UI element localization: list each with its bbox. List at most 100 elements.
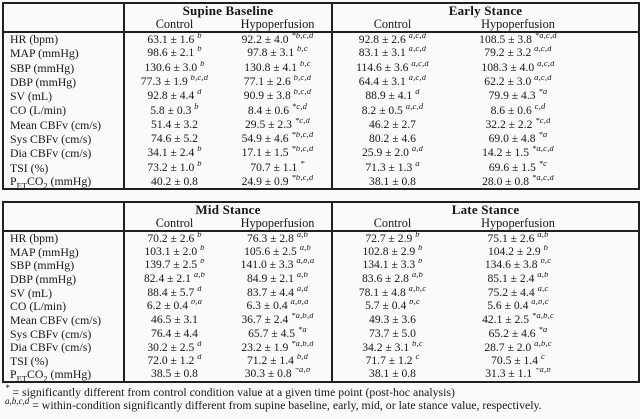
value-cell: 92.8 ± 4.4 d bbox=[124, 89, 224, 103]
significance-superscript: *a bbox=[538, 132, 548, 140]
row-label: DBP (mmHg) bbox=[3, 272, 125, 287]
filler-cell bbox=[584, 132, 639, 146]
significance-superscript: b bbox=[197, 46, 202, 54]
table-row: TSI (%) 72.0 ± 1.2 d 71.2 ± 1.4 b,d 71.7 ± … bbox=[3, 354, 639, 369]
table-row: Mean CBFv (cm/s) 46.5 ± 3.1 36.7 ± 2.4 *a,… bbox=[3, 313, 639, 328]
group-title-early-stance: Early Stance bbox=[448, 3, 523, 18]
significance-superscript: b bbox=[200, 244, 205, 252]
value-cell: 108.5 ± 3.8 *a,c,d bbox=[452, 32, 584, 46]
table-row: PETCO2 (mmHg) 38.5 ± 0.8 30.3 ± 0.8 *a,b 38… bbox=[3, 368, 639, 382]
row-label: DBP (mmHg) bbox=[3, 74, 125, 90]
value-cell: 72.0 ± 1.2 d bbox=[124, 354, 224, 368]
filler-cell bbox=[584, 118, 639, 132]
significance-superscript: b,c bbox=[412, 340, 423, 348]
value-cell: 65.7 ± 4.5 *a bbox=[224, 327, 334, 341]
value-cell: 38.1 ± 0.8 bbox=[369, 368, 416, 381]
value-cell: 130.6 ± 3.0 b bbox=[124, 61, 224, 75]
significance-superscript: *a,c,d bbox=[531, 146, 554, 154]
row-label: HR (bpm) bbox=[3, 32, 125, 47]
value-cell: 23.2 ± 1.9 *a,b,d bbox=[224, 340, 334, 355]
value-cell: 38.5 ± 0.8 bbox=[151, 368, 198, 381]
table-row: SBP (mmHg) 130.6 ± 3.0 b 130.8 ± 4.1 b,c 11… bbox=[3, 60, 639, 75]
value-cell: 40.2 ± 0.8 bbox=[151, 174, 198, 188]
value-cell: 104.2 ± 2.9 b bbox=[452, 245, 584, 259]
significance-superscript: c bbox=[540, 354, 545, 362]
significance-superscript: d bbox=[197, 89, 202, 97]
row-label: HR (bpm) bbox=[3, 231, 125, 245]
value-cell: 24.9 ± 0.9 *b,c,d bbox=[224, 174, 333, 190]
value-cell: 80.2 ± 4.6 bbox=[369, 132, 416, 146]
value-cell: 62.2 ± 3.0 a,c,d bbox=[452, 75, 584, 89]
significance-superscript: a,b,c bbox=[534, 340, 552, 348]
significance-superscript: *c,d bbox=[294, 117, 311, 125]
significance-superscript: *a,b,d bbox=[291, 340, 314, 348]
value-cell: 139.7 ± 2.5 b bbox=[124, 259, 224, 273]
value-cell: 6.2 ± 0.4 b,d bbox=[124, 300, 224, 314]
significance-superscript: b bbox=[197, 146, 202, 154]
row-label: PETCO2 (mmHg) bbox=[3, 174, 125, 190]
significance-superscript: b,d bbox=[296, 354, 309, 362]
hemodynamics-table-supine-early: Supine Baseline Early Stance Control Hypope… bbox=[2, 2, 640, 191]
significance-superscript: a,c,d bbox=[408, 74, 427, 83]
value-cell: 71.2 ± 1.4 b,d bbox=[224, 354, 334, 369]
column-header-hypoperfusion: Hypoperfusion bbox=[452, 217, 585, 233]
significance-superscript: b bbox=[418, 244, 423, 252]
value-cell: 38.1 ± 0.8 bbox=[369, 174, 416, 188]
significance-superscript: *c,d bbox=[291, 103, 308, 111]
value-cell: 46.2 ± 2.7 bbox=[369, 117, 416, 131]
significance-superscript: a,b,c bbox=[531, 299, 549, 307]
table-row: HR (bpm) 70.2 ± 2.6 b 76.3 ± 2.8 a,b 72.7 ±… bbox=[3, 231, 639, 245]
table-row: PETCO2 (mmHg) 40.2 ± 0.8 24.9 ± 0.9 *b,c,d… bbox=[3, 174, 639, 190]
table-row: SV (mL) 92.8 ± 4.4 d 90.9 ± 3.8 b,c,d 88.9 … bbox=[3, 89, 639, 104]
value-cell: 114.6 ± 3.6 a,c,d bbox=[332, 61, 452, 75]
column-header-control: Control bbox=[124, 217, 224, 233]
footnote-marker: a,b,c,d bbox=[5, 396, 30, 407]
row-label: Dia CBFv (cm/s) bbox=[3, 340, 125, 355]
filler-cell bbox=[584, 217, 640, 233]
value-cell: 31.3 ± 1.1 *a,b bbox=[452, 368, 584, 382]
significance-superscript: b,c bbox=[297, 46, 308, 54]
value-cell: 70.7 ± 1.1 * bbox=[224, 160, 333, 175]
value-cell: 92.2 ± 4.0 *b,c,d bbox=[224, 32, 333, 47]
value-cell: 28.7 ± 2.0 a,b,c bbox=[452, 341, 584, 355]
value-cell: 77.3 ± 1.9 b,c,d bbox=[124, 75, 224, 89]
table-row: Sys CBFv (cm/s) 76.4 ± 4.4 65.7 ± 4.5 *a 73… bbox=[3, 327, 639, 341]
significance-superscript: a,b,d bbox=[296, 258, 315, 266]
significance-superscript: b bbox=[200, 60, 205, 68]
table-row: Dia CBFv (cm/s) 30.2 ± 2.5 d 23.2 ± 1.9 *a… bbox=[3, 340, 639, 355]
filler-cell bbox=[584, 75, 639, 89]
filler-cell bbox=[584, 103, 639, 117]
significance-superscript: b bbox=[197, 231, 202, 239]
value-cell: 76.4 ± 4.4 bbox=[151, 327, 198, 340]
value-cell: 105.6 ± 2.5 a,b bbox=[224, 244, 334, 259]
value-cell: 34.2 ± 3.1 b,c bbox=[332, 341, 452, 355]
significance-superscript: d bbox=[197, 286, 202, 293]
value-cell: 42.1 ± 2.5 *a,b,c bbox=[452, 313, 584, 327]
value-cell: 74.6 ± 5.2 bbox=[151, 132, 198, 146]
value-cell: 88.9 ± 4.1 d bbox=[332, 89, 452, 103]
filler-cell bbox=[584, 368, 639, 382]
value-cell: 49.3 ± 3.6 bbox=[369, 313, 416, 327]
table-row: Dia CBFv (cm/s) 34.1 ± 2.4 b 17.1 ± 1.5 *b… bbox=[3, 146, 639, 161]
value-cell: 69.0 ± 4.8 *a bbox=[452, 132, 584, 146]
filler-cell bbox=[584, 146, 639, 160]
significance-superscript: *a,c,d bbox=[531, 174, 554, 182]
significance-superscript: *c,d bbox=[535, 117, 551, 125]
table-row: SV (mL) 88.4 ± 5.7 d 83.7 ± 4.4 a,d 78.1 ± … bbox=[3, 286, 639, 300]
filler-cell bbox=[584, 161, 639, 175]
significance-superscript: b,c,d bbox=[293, 74, 312, 83]
significance-superscript: b bbox=[418, 258, 423, 266]
value-cell: 78.1 ± 4.8 a,b,c bbox=[332, 286, 452, 300]
table-row: DBP (mmHg) 77.3 ± 1.9 b,c,d 77.1 ± 2.6 b,c… bbox=[3, 74, 639, 90]
significance-superscript: b,c bbox=[409, 299, 420, 307]
value-cell: 71.3 ± 1.3 a bbox=[332, 161, 452, 175]
value-cell: 30.2 ± 2.5 d bbox=[124, 341, 224, 355]
table-row: Sys CBFv (cm/s) 74.6 ± 5.2 54.9 ± 4.6 *b,c… bbox=[3, 132, 639, 147]
subscript: 2 bbox=[43, 180, 48, 190]
significance-superscript: *b,c,d bbox=[291, 32, 314, 40]
row-label: TSI (%) bbox=[3, 160, 125, 175]
significance-superscript: a,c,d bbox=[408, 46, 427, 54]
value-cell: 103.1 ± 2.0 b bbox=[124, 245, 224, 259]
significance-superscript: *a,c,d bbox=[534, 32, 557, 40]
